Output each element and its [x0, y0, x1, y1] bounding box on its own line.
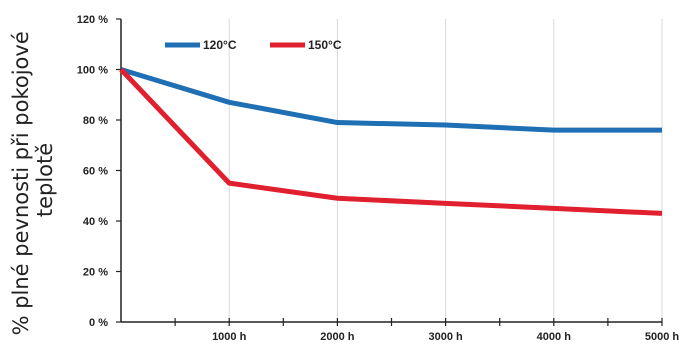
y-tick-label: 0 %: [89, 317, 108, 329]
y-tick-label: 20 %: [83, 267, 108, 279]
y-axis-label-line-1: % plné pevnosti při pokojové: [9, 31, 33, 335]
y-tick-label: 60 %: [83, 166, 108, 178]
x-tick-label: 4000 h: [537, 331, 572, 343]
y-axis-label-line-2: teplotě: [33, 143, 57, 217]
y-tick-label: 120 %: [77, 14, 108, 26]
legend-label-1: 150°C: [308, 38, 342, 52]
series-line-0: [120, 67, 662, 133]
axes: [116, 18, 663, 326]
series-lines: [119, 67, 663, 216]
y-tick-label: 40 %: [83, 216, 108, 228]
y-tick-label: 100 %: [77, 65, 108, 77]
x-tick-labels: 1000 h 2000 h 3000 h 4000 h 5000 h: [212, 331, 679, 343]
x-tick-label: 3000 h: [428, 331, 463, 343]
legend: 120°C 150°C: [165, 38, 342, 52]
y-tick-label: 80 %: [83, 115, 108, 127]
series-line-1: [119, 67, 663, 216]
legend-label-0: 120°C: [203, 38, 237, 52]
y-tick-labels: 0 % 20 % 40 % 60 % 80 % 100 % 120 %: [77, 14, 108, 329]
x-tick-label: 2000 h: [320, 331, 355, 343]
grid-lines: [228, 19, 663, 322]
x-tick-label: 5000 h: [645, 331, 680, 343]
x-tick-label: 1000 h: [212, 331, 247, 343]
y-axis-label: % plné pevnosti při pokojové teplotě: [9, 25, 57, 336]
